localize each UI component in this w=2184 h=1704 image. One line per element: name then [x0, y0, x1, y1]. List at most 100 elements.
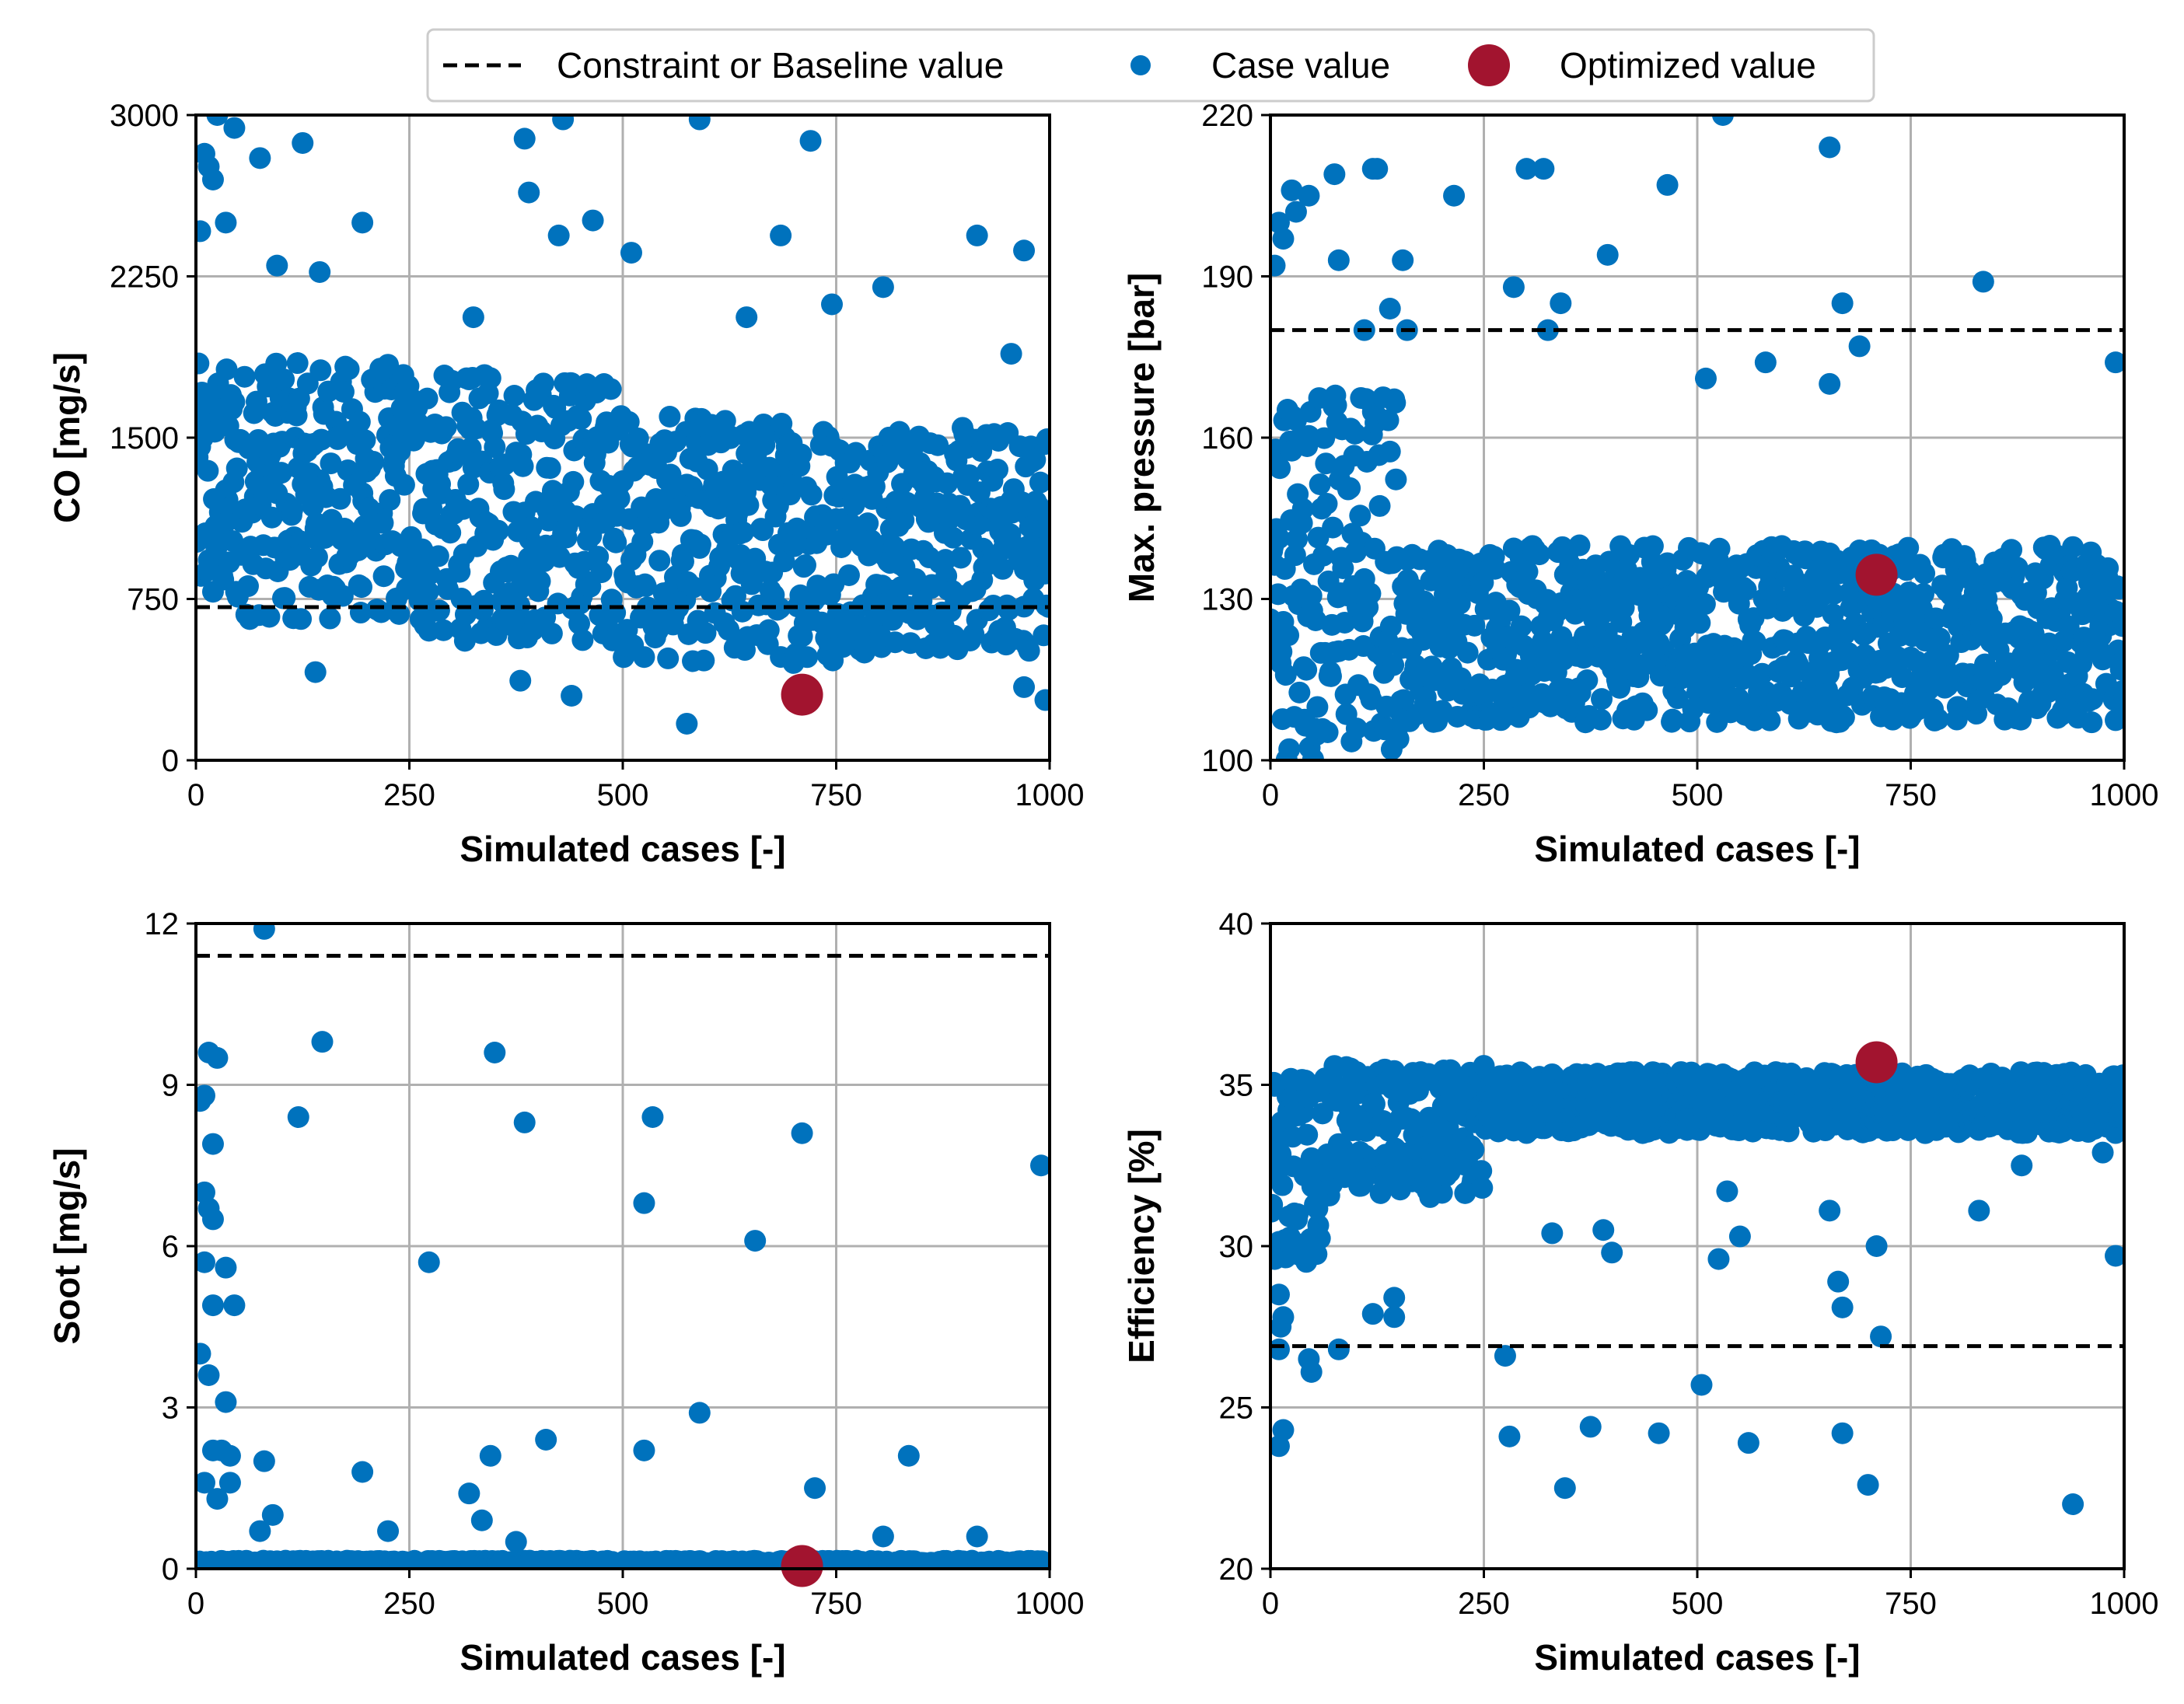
legend-case-marker — [1130, 55, 1151, 75]
pressure-case-point — [1532, 158, 1555, 180]
efficiency-case-point — [1716, 1180, 1738, 1203]
co-case-point — [683, 576, 705, 599]
co-case-point — [393, 473, 415, 496]
efficiency-case-point — [1311, 1102, 1333, 1125]
soot-case-point — [1030, 1154, 1050, 1177]
co-case-point — [215, 211, 237, 234]
pressure-case-point — [1456, 641, 1479, 664]
co-case-point — [1018, 640, 1040, 662]
efficiency-y-axis-label: Efficiency [%] — [1121, 1129, 1162, 1364]
pressure-case-point — [1443, 184, 1466, 207]
efficiency-case-point — [1494, 1345, 1516, 1367]
co-case-point — [857, 512, 879, 535]
co-case-point — [927, 434, 949, 456]
co-case-point — [233, 365, 256, 388]
co-case-point — [518, 181, 540, 204]
co-case-point — [304, 661, 327, 683]
soot-case-point — [351, 1461, 374, 1483]
co-case-point — [201, 169, 224, 190]
co-case-point — [236, 575, 259, 598]
co-case-point — [571, 629, 594, 651]
efficiency-case-point — [2105, 1245, 2124, 1267]
co-case-point — [779, 484, 802, 506]
co-case-point — [1013, 239, 1036, 262]
co-case-point — [309, 260, 331, 283]
soot-case-point — [804, 1477, 826, 1500]
co-case-point — [794, 553, 816, 576]
efficiency-case-point — [1361, 1303, 1384, 1325]
co-case-point — [1013, 676, 1036, 698]
efficiency-case-point — [1300, 1360, 1323, 1383]
pressure-case-point — [1298, 184, 1320, 207]
soot-case-point — [215, 1256, 237, 1279]
pressure-case-point — [1831, 292, 1854, 315]
soot-y-tick-label: 9 — [162, 1069, 179, 1103]
soot-case-point — [641, 1106, 664, 1128]
efficiency-case-point — [1437, 1116, 1459, 1139]
pressure-case-point — [1277, 624, 1300, 647]
soot-case-point — [223, 1294, 246, 1317]
pressure-case-point — [1322, 516, 1344, 539]
pressure-case-point — [1302, 748, 1324, 760]
efficiency-x-tick-label: 750 — [1885, 1587, 1937, 1621]
pressure-case-point — [1392, 249, 1414, 271]
legend-optimized-marker — [1468, 44, 1510, 86]
co-case-point — [1024, 449, 1047, 471]
efficiency-case-point — [1579, 1416, 1602, 1438]
efficiency-case-point — [1272, 1306, 1295, 1329]
pressure-case-point — [2062, 536, 2084, 558]
efficiency-case-point — [1707, 1248, 1730, 1270]
legend-label-constraint: Constraint or Baseline value — [557, 45, 1004, 86]
pressure-case-point — [1382, 654, 1405, 676]
pressure-case-point — [2109, 658, 2124, 681]
pressure-case-point — [1295, 658, 1318, 681]
pressure-case-point — [2097, 557, 2119, 579]
co-case-point — [223, 117, 246, 139]
co-x-tick-label: 750 — [810, 778, 862, 812]
pressure-case-point — [1272, 228, 1295, 250]
pressure-case-point — [1306, 696, 1329, 718]
soot-case-point — [1037, 1556, 1050, 1569]
efficiency-case-point — [1383, 1287, 1406, 1309]
efficiency-case-point — [1498, 1425, 1521, 1447]
soot-x-axis-label: Simulated cases [-] — [460, 1637, 785, 1678]
efficiency-case-point — [1865, 1235, 1888, 1257]
co-case-point — [418, 563, 441, 585]
co-case-point — [966, 224, 988, 246]
soot-case-point — [633, 1439, 655, 1461]
pressure-y-tick-label: 100 — [1201, 744, 1253, 778]
efficiency-case-point — [1592, 1219, 1615, 1241]
pressure-y-tick-label: 220 — [1201, 99, 1253, 133]
co-case-point — [547, 224, 570, 246]
co-case-point — [799, 130, 822, 152]
soot-case-point — [966, 1525, 988, 1548]
co-case-point — [1037, 595, 1050, 618]
co-y-tick-label: 3000 — [110, 99, 179, 133]
co-case-point — [309, 359, 332, 382]
soot-case-point — [513, 1111, 536, 1133]
pressure-panel: 0 250 500 750 1000 100 130 160 190 220 Simulated c… — [1121, 99, 2158, 869]
pressure-case-point — [2006, 557, 2028, 579]
co-case-point — [1029, 471, 1050, 494]
co-case-point — [770, 224, 792, 246]
efficiency-case-point — [1827, 1270, 1850, 1293]
efficiency-case-point — [1431, 1182, 1453, 1204]
pressure-case-point — [1315, 452, 1337, 475]
co-case-point — [633, 646, 655, 669]
co-case-point — [320, 452, 342, 475]
pressure-case-point — [1641, 535, 1664, 557]
pressure-case-point — [1379, 440, 1401, 463]
pressure-case-point — [1536, 319, 1559, 341]
soot-case-point — [633, 1192, 655, 1214]
co-case-point — [608, 487, 631, 510]
soot-case-point — [206, 1046, 229, 1069]
co-case-point — [484, 436, 506, 459]
pressure-case-point — [1897, 536, 1920, 559]
pressure-case-point — [1319, 665, 1342, 687]
efficiency-case-point — [1287, 1203, 1309, 1225]
efficiency-case-point — [1831, 1422, 1854, 1444]
co-case-points — [196, 115, 1050, 735]
pressure-case-point — [1349, 505, 1372, 527]
pressure-case-point — [2112, 679, 2124, 702]
